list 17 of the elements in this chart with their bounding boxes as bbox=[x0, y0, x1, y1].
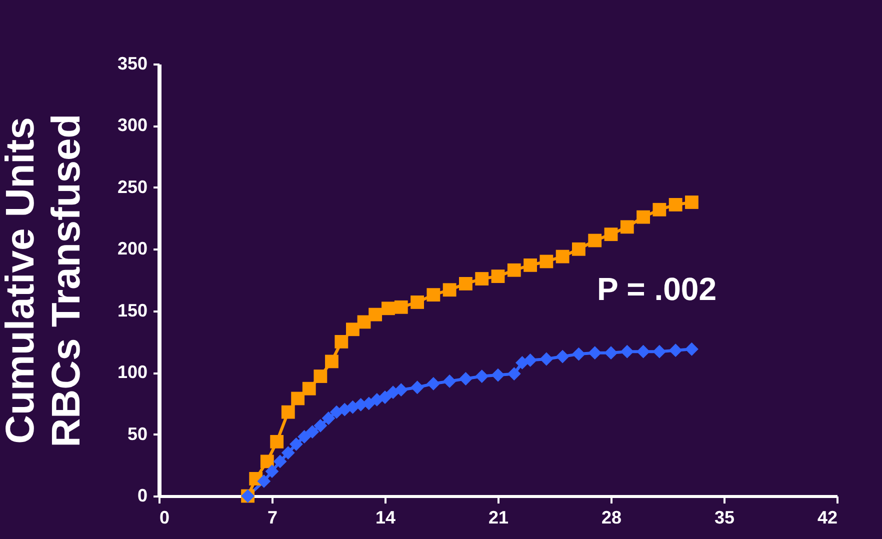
y-tick-label: 150 bbox=[117, 300, 148, 320]
y-tick-label: 0 bbox=[137, 486, 148, 506]
x-tick-label: 35 bbox=[714, 508, 735, 528]
x-tick-label: 28 bbox=[601, 508, 622, 528]
x-tick-label: 7 bbox=[267, 508, 278, 528]
y-tick-label: 100 bbox=[117, 362, 148, 382]
x-tick-label: 14 bbox=[375, 508, 396, 528]
y-tick-label: 50 bbox=[127, 424, 148, 444]
y-tick-label: 200 bbox=[117, 238, 148, 259]
y-tick-label: 350 bbox=[117, 54, 148, 74]
x-tick-label: 0 bbox=[160, 508, 170, 528]
annotation: P = .002 bbox=[597, 271, 717, 307]
x-tick-label: 21 bbox=[488, 508, 509, 528]
y-axis-title: Cumulative Units RBCs Transfused bbox=[0, 114, 88, 448]
y-tick-label: 250 bbox=[117, 176, 148, 197]
x-tick-label: 42 bbox=[817, 508, 838, 528]
y-tick-label: 300 bbox=[117, 115, 148, 136]
